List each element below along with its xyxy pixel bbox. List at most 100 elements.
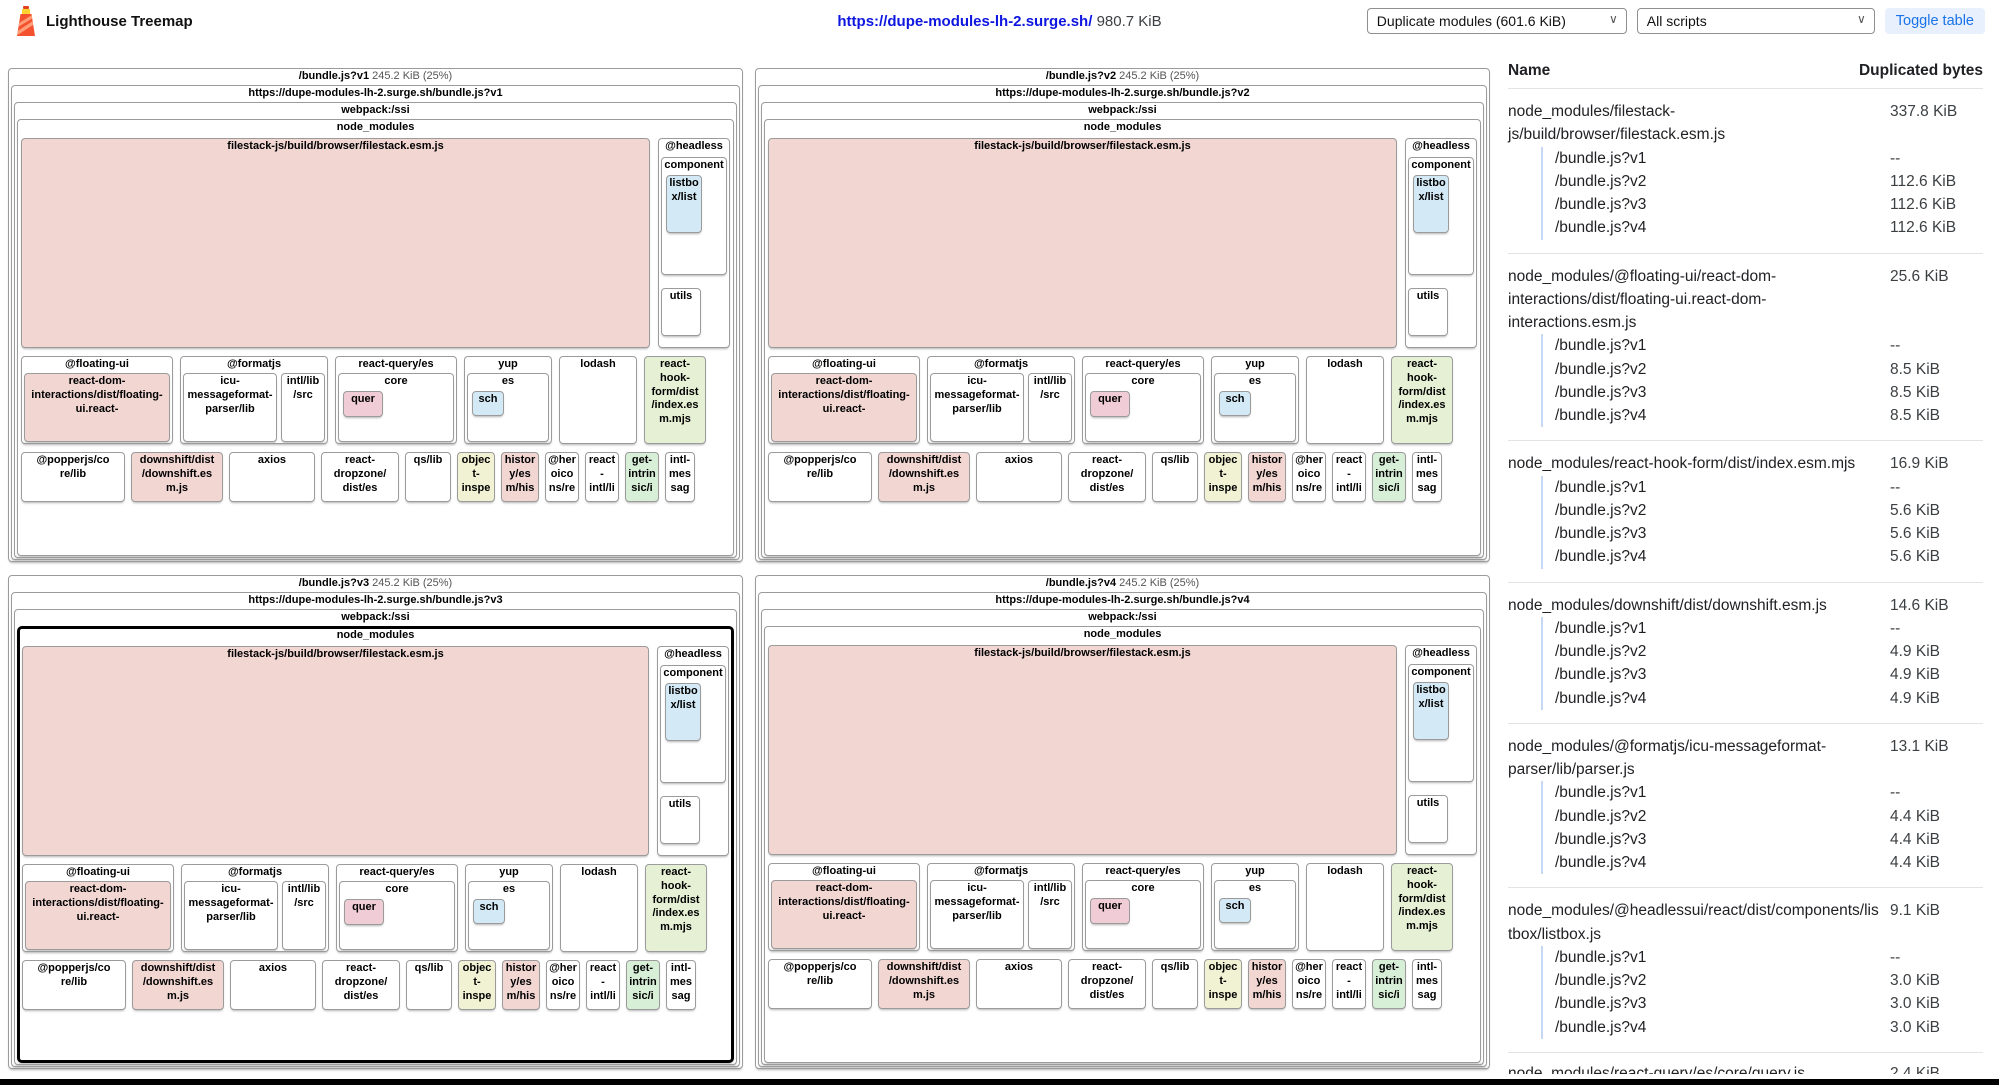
treemap-node-schema[interactable]: sch: [1219, 391, 1251, 416]
col-header-name[interactable]: Name: [1508, 62, 1551, 79]
treemap-node-formatjs[interactable]: @formatjs icu-messageformat-parser/lib i…: [927, 356, 1075, 444]
treemap-node-intl-lib-src[interactable]: intl/lib /src: [282, 881, 326, 950]
treemap-node-schema[interactable]: sch: [473, 899, 505, 924]
treemap-node-intl-messageformat[interactable]: intl-mes sag: [665, 452, 695, 502]
treemap-node-floating-ui[interactable]: @floating-ui react-dom-interactions/dist…: [768, 356, 920, 444]
treemap-node-qs[interactable]: qs/lib: [1152, 959, 1198, 1009]
treemap-node-listbox[interactable]: listbox/list: [1413, 175, 1449, 233]
treemap-node-qs[interactable]: qs/lib: [1152, 452, 1198, 502]
treemap-node-utils[interactable]: utils: [1408, 288, 1448, 336]
treemap-node-react-dom-interactions[interactable]: react-dom-interactions/dist/floating-ui.…: [771, 373, 917, 442]
treemap-node-floating-ui[interactable]: @floating-ui react-dom-interactions/dist…: [768, 863, 920, 951]
treemap-node-object-inspect[interactable]: objec t-inspe: [457, 452, 495, 502]
treemap-node-object-inspect[interactable]: objec t-inspe: [458, 960, 496, 1010]
treemap-node-icu-messageformat[interactable]: icu-messageformat-parser/lib: [930, 880, 1024, 949]
treemap-node-react-query[interactable]: react-query/es core quer: [336, 864, 458, 952]
treemap-panel-bundle[interactable]: /bundle.js?v2 245.2 KiB (25%) https://du…: [755, 68, 1490, 562]
treemap-node-node-modules[interactable]: node_modules filestack-js/build/browser/…: [17, 119, 734, 556]
treemap-node-react-hook-form[interactable]: react-hook-form/dist /index.es m.mjs: [1391, 863, 1453, 951]
treemap-node-node-modules[interactable]: node_modules filestack-js/build/browser/…: [764, 626, 1481, 1063]
treemap-node-filestack[interactable]: filestack-js/build/browser/filestack.esm…: [768, 138, 1397, 348]
treemap-node-downshift[interactable]: downshift/dist /downshift.es m.js: [878, 959, 970, 1009]
treemap-node-react-dom-interactions[interactable]: react-dom-interactions/dist/floating-ui.…: [24, 373, 170, 442]
treemap-node-react-hook-form[interactable]: react-hook-form/dist /index.es m.mjs: [1391, 356, 1453, 444]
treemap-node-components[interactable]: components listbox/list: [661, 157, 727, 275]
treemap-node-lodash[interactable]: lodash: [1306, 863, 1384, 951]
treemap-node-yup[interactable]: yup es sch: [465, 864, 553, 952]
treemap-node-es[interactable]: es sch: [1214, 880, 1296, 949]
treemap-panel-bundle[interactable]: /bundle.js?v1 245.2 KiB (25%) https://du…: [8, 68, 743, 562]
treemap-node-intl-lib-src[interactable]: intl/lib /src: [281, 373, 325, 442]
treemap-node-axios[interactable]: axios: [229, 452, 315, 502]
treemap-node-qs[interactable]: qs/lib: [405, 452, 451, 502]
treemap-node-es[interactable]: es sch: [467, 373, 549, 442]
treemap-node-heroicons[interactable]: @her oico ns/re: [1292, 959, 1326, 1009]
treemap-node-react-query[interactable]: react-query/es core quer: [1082, 863, 1204, 951]
treemap-node-react-dropzone[interactable]: react-dropzone/ dist/es: [321, 452, 399, 502]
treemap-node-history[interactable]: histor y/es m/his: [1248, 452, 1286, 502]
treemap-node-url[interactable]: https://dupe-modules-lh-2.surge.sh/bundl…: [11, 592, 740, 1067]
col-header-duplicated-bytes[interactable]: Duplicated bytes: [1858, 62, 1983, 79]
treemap-node-formatjs[interactable]: @formatjs icu-messageformat-parser/lib i…: [180, 356, 328, 444]
treemap-node-get-intrinsic[interactable]: get-intrin sic/i: [625, 452, 659, 502]
treemap-node-react-intl[interactable]: react -intl/li: [586, 960, 620, 1010]
treemap-node-icu-messageformat[interactable]: icu-messageformat-parser/lib: [183, 373, 277, 442]
treemap-node-react-dom-interactions[interactable]: react-dom-interactions/dist/floating-ui.…: [25, 881, 171, 950]
view-mode-select[interactable]: Duplicate modules (601.6 KiB): [1366, 8, 1627, 34]
treemap-node-headlessui[interactable]: @headless components listbox/list utils: [658, 138, 730, 348]
treemap-node-core[interactable]: core quer: [338, 373, 454, 442]
treemap-node-core[interactable]: core quer: [339, 881, 455, 950]
treemap-node-lodash[interactable]: lodash: [559, 356, 637, 444]
treemap-node-headlessui[interactable]: @headless components listbox/list utils: [1405, 138, 1477, 348]
treemap-node-downshift[interactable]: downshift/dist /downshift.es m.js: [132, 960, 224, 1010]
treemap-node-react-dropzone[interactable]: react-dropzone/ dist/es: [1068, 959, 1146, 1009]
treemap-node-get-intrinsic[interactable]: get-intrin sic/i: [1372, 452, 1406, 502]
treemap-node-react-intl[interactable]: react -intl/li: [585, 452, 619, 502]
origin-url-link[interactable]: https://dupe-modules-lh-2.surge.sh/: [837, 12, 1093, 30]
script-select[interactable]: All scripts: [1636, 8, 1875, 34]
treemap-node-icu-messageformat[interactable]: icu-messageformat-parser/lib: [184, 881, 278, 950]
treemap-node-node-modules[interactable]: node_modules filestack-js/build/browser/…: [17, 626, 734, 1063]
treemap-node-react-hook-form[interactable]: react-hook-form/dist /index.es m.mjs: [644, 356, 706, 444]
treemap-node-yup[interactable]: yup es sch: [1211, 356, 1299, 444]
treemap-node-object-inspect[interactable]: objec t-inspe: [1204, 959, 1242, 1009]
treemap-node-floating-ui[interactable]: @floating-ui react-dom-interactions/dist…: [22, 864, 174, 952]
treemap-node-icu-messageformat[interactable]: icu-messageformat-parser/lib: [930, 373, 1024, 442]
treemap-node-core[interactable]: core quer: [1085, 880, 1201, 949]
treemap-node-history[interactable]: histor y/es m/his: [1248, 959, 1286, 1009]
treemap-node-query[interactable]: quer: [1090, 391, 1130, 417]
treemap-node-listbox[interactable]: listbox/list: [666, 175, 702, 233]
treemap-node-query[interactable]: quer: [1090, 898, 1130, 924]
treemap-node-history[interactable]: histor y/es m/his: [502, 960, 540, 1010]
treemap-node-qs[interactable]: qs/lib: [406, 960, 452, 1010]
treemap-node-formatjs[interactable]: @formatjs icu-messageformat-parser/lib i…: [181, 864, 329, 952]
treemap-node-url[interactable]: https://dupe-modules-lh-2.surge.sh/bundl…: [758, 592, 1487, 1067]
treemap-node-react-dropzone[interactable]: react-dropzone/ dist/es: [1068, 452, 1146, 502]
treemap-node-intl-messageformat[interactable]: intl-mes sag: [666, 960, 696, 1010]
treemap-node-webpack-ssi[interactable]: webpack:/ssi node_modules filestack-js/b…: [14, 102, 737, 558]
treemap-node-intl-messageformat[interactable]: intl-mes sag: [1412, 959, 1442, 1009]
treemap-node-filestack[interactable]: filestack-js/build/browser/filestack.esm…: [768, 645, 1397, 855]
treemap-node-schema[interactable]: sch: [1219, 898, 1251, 923]
treemap-node-react-query[interactable]: react-query/es core quer: [335, 356, 457, 444]
treemap-node-react-dom-interactions[interactable]: react-dom-interactions/dist/floating-ui.…: [771, 880, 917, 949]
treemap-node-axios[interactable]: axios: [976, 452, 1062, 502]
treemap-node-webpack-ssi[interactable]: webpack:/ssi node_modules filestack-js/b…: [761, 102, 1484, 558]
treemap-node-webpack-ssi[interactable]: webpack:/ssi node_modules filestack-js/b…: [14, 609, 737, 1065]
treemap-node-floating-ui[interactable]: @floating-ui react-dom-interactions/dist…: [21, 356, 173, 444]
treemap-node-popperjs[interactable]: @popperjs/co re/lib: [768, 959, 872, 1009]
treemap-node-intl-messageformat[interactable]: intl-mes sag: [1412, 452, 1442, 502]
treemap-node-query[interactable]: quer: [344, 899, 384, 925]
treemap-node-object-inspect[interactable]: objec t-inspe: [1204, 452, 1242, 502]
treemap-node-formatjs[interactable]: @formatjs icu-messageformat-parser/lib i…: [927, 863, 1075, 951]
treemap-node-listbox[interactable]: listbox/list: [665, 683, 701, 741]
treemap-node-yup[interactable]: yup es sch: [1211, 863, 1299, 951]
treemap-node-heroicons[interactable]: @her oico ns/re: [546, 960, 580, 1010]
treemap-node-popperjs[interactable]: @popperjs/co re/lib: [22, 960, 126, 1010]
treemap-node-heroicons[interactable]: @her oico ns/re: [1292, 452, 1326, 502]
treemap-node-react-query[interactable]: react-query/es core quer: [1082, 356, 1204, 444]
treemap-node-yup[interactable]: yup es sch: [464, 356, 552, 444]
treemap-node-headlessui[interactable]: @headless components listbox/list utils: [657, 646, 729, 856]
treemap-node-components[interactable]: components listbox/list: [1408, 157, 1474, 275]
treemap-node-axios[interactable]: axios: [230, 960, 316, 1010]
